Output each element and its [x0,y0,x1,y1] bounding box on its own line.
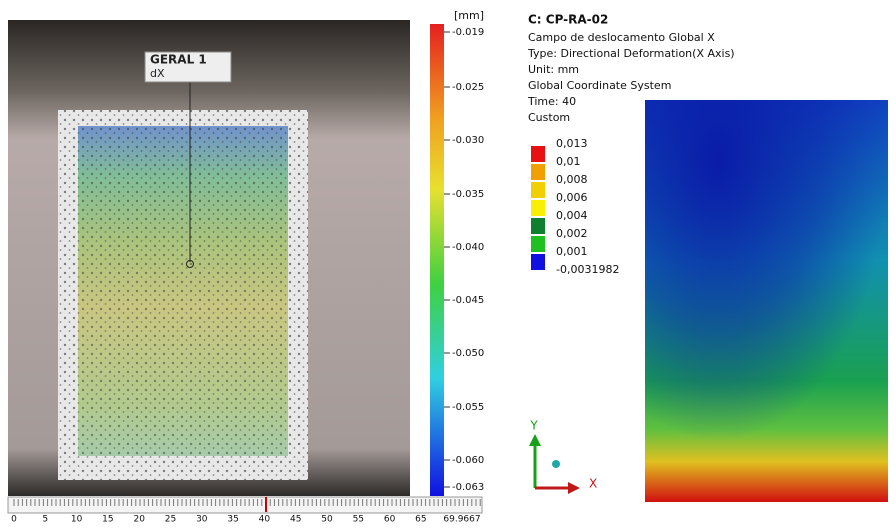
contour-blue-zone [645,100,888,502]
legend-swatch [531,200,545,216]
result-title: C: CP-RA-02 [528,13,608,27]
timeline-label: 55 [353,515,364,525]
colorbar-label: -0.040 [452,242,484,253]
result-info: Custom [528,111,570,124]
legend-label: 0,001 [556,245,588,258]
result-info: Time: 40 [527,95,576,108]
result-info: Campo de deslocamento Global X [528,31,715,44]
colorbar-label: -0.060 [452,455,484,466]
timeline-label: 30 [196,515,208,525]
timeline-label: 5 [42,515,48,525]
overlay-speckle [78,126,288,456]
origin-marker [552,460,560,468]
result-info: Global Coordinate System [528,79,671,92]
probe-quantity: dX [150,67,165,80]
colorbar [430,24,444,496]
colorbar-unit: [mm] [454,9,484,22]
figure: GERAL 1 dX [mm] -0.019 -0.025 -0.030 -0.035… [0,0,896,527]
colorbar-label: -0.035 [452,189,484,200]
timeline-label: 20 [133,515,145,525]
timeline-label: 15 [102,515,113,525]
legend-swatch [531,254,545,270]
timeline-label: 25 [165,515,176,525]
probe-label: GERAL 1 [150,53,207,67]
legend-label: 0,002 [556,227,588,240]
colorbar-label: -0.045 [452,295,484,306]
legend-label: 0,008 [556,173,588,186]
result-info: Type: Directional Deformation(X Axis) [527,47,735,60]
timeline-label: 65 [415,515,426,525]
y-axis-label: Y [529,419,538,433]
timeline-label: 10 [71,515,83,525]
colorbar-label: -0.055 [452,402,484,413]
timeline-label: 45 [290,515,301,525]
legend-label: -0,0031982 [556,263,619,276]
timeline-label: 35 [227,515,238,525]
result-info: Unit: mm [528,63,579,76]
colorbar-label: -0.025 [452,82,484,93]
legend-swatch [531,236,545,252]
legend-label: 0,004 [556,209,588,222]
x-arrow-head [568,482,580,494]
timeline-label: 50 [321,515,333,525]
timeline-label: 69.9667 [443,515,480,525]
timeline-label: 0 [11,515,17,525]
timeline-label: 40 [259,515,271,525]
legend-swatch [531,146,545,162]
legend-label: 0,013 [556,137,588,150]
legend-swatch [531,164,545,180]
legend-swatch [531,218,545,234]
legend-label: 0,01 [556,155,581,168]
colorbar-label: -0.063 [452,482,484,493]
legend-swatch [531,182,545,198]
colorbar-label: -0.030 [452,135,484,146]
legend-label: 0,006 [556,191,588,204]
colorbar-label: -0.050 [452,348,484,359]
y-arrow-head [529,434,541,446]
timeline-label: 60 [384,515,396,525]
colorbar-label: -0.019 [452,27,484,38]
x-axis-label: X [589,477,597,491]
